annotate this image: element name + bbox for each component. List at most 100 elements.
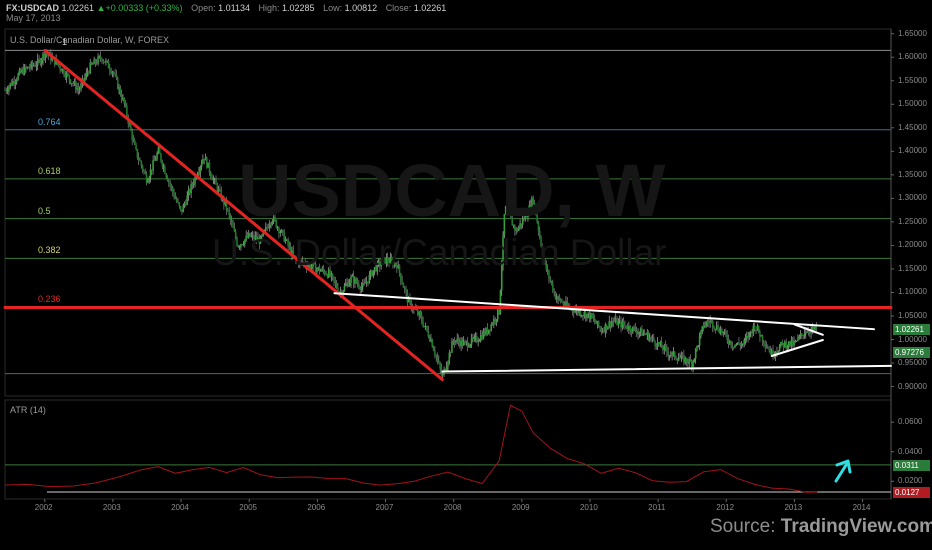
candle-body [445,366,448,371]
candle-body [330,273,333,277]
candle-body [578,310,580,313]
candle-body [671,352,673,356]
candle-body [78,89,81,90]
candle-body [759,332,761,337]
candle-body [89,62,91,74]
candle-body [350,276,352,283]
candle-body [582,315,584,317]
candle-body [435,355,438,357]
candle-body [80,83,82,90]
candle-body [278,227,280,233]
candle-body [536,215,538,223]
candle-body [622,321,625,325]
white-trendline [333,292,875,331]
candle-body [630,330,633,333]
candle-body [613,320,616,322]
candle-body [69,79,72,84]
candle-body [5,90,8,92]
candle-body [559,298,562,302]
candle-body [545,262,548,270]
candle-body [645,333,647,335]
source-prefix: Source: [710,516,781,537]
candle-body [441,374,444,375]
candle-body [740,344,743,346]
candle-body [209,172,212,177]
candle-body [407,298,410,303]
candle-body [493,318,495,325]
candle-body [59,65,61,70]
candle-body [187,190,190,196]
candle-body [258,237,261,244]
candle-body [301,260,304,263]
candle-body [362,284,364,287]
candle-body [371,270,373,277]
candle-body [192,183,195,185]
candle-body [490,324,493,331]
candle-body [161,161,164,167]
candle-body [566,301,569,306]
candle-body [529,205,532,209]
candle-body [313,263,316,265]
candle-body [500,265,503,291]
candle-body [554,291,557,299]
high-value: 1.02285 [282,3,315,13]
candle-body [512,225,515,227]
candle-body [599,326,601,329]
time-axis-label: 2013 [784,503,803,512]
candle-body [479,334,482,341]
candle-body [344,284,347,286]
candle-body [591,313,593,318]
candle-body [206,157,208,168]
candle-body [521,218,524,225]
candle-body [548,270,550,279]
candle-body [528,205,531,216]
candle-body [420,315,423,322]
candle-body [26,67,29,69]
candle-body [38,58,40,60]
candle-body [266,226,268,228]
candle-body [483,331,486,335]
candle-body [760,335,763,337]
candle-body [9,83,12,87]
candle-body [39,59,42,64]
candle-body [812,326,815,330]
price-axis-label: 1.65000 [898,28,927,38]
candle-body [19,70,22,73]
candle-body [318,267,321,272]
candle-body [377,261,380,263]
candle-body [718,330,721,333]
candle-body [603,330,605,333]
candle-body [86,72,89,74]
price-axis-label: 0.95000 [898,358,927,368]
candle-body [573,310,575,313]
candle-body [700,330,702,336]
candle-body [132,139,135,141]
candle-body [698,335,701,346]
symbol-name: FX:USDCAD [6,3,59,13]
candle-body [427,330,430,337]
candle-body [732,346,735,348]
candle-body [211,176,213,181]
candle-body [675,357,677,360]
candle-body [274,216,276,221]
candle-body [232,223,234,228]
candle-body [178,202,181,207]
candle-body [461,340,464,346]
candle-body [400,273,402,281]
candle-body [795,340,798,342]
candle-body [364,283,367,284]
candle-body [604,324,607,333]
time-axis-label: 2004 [171,503,189,512]
candle-body [115,74,118,78]
candle-body [533,202,536,205]
price-axis-label: 1.40000 [898,146,927,156]
candle-body [794,341,797,342]
candle-body [189,190,191,194]
candle-body [457,338,460,342]
candle-body [723,330,726,332]
candle-body [312,263,314,267]
candle-body [329,269,331,277]
candle-body [136,149,139,158]
candle-body [207,162,209,168]
candle-body [354,278,356,284]
